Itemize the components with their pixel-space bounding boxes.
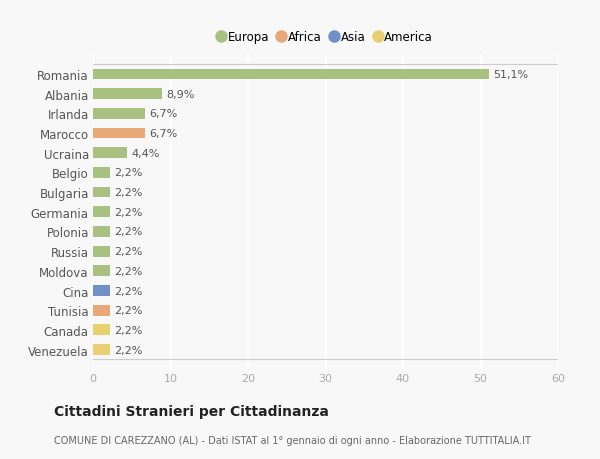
Text: 2,2%: 2,2% (114, 168, 142, 178)
Bar (93, 187, 110, 198)
Text: Cittadini Stranieri per Cittadinanza: Cittadini Stranieri per Cittadinanza (54, 404, 329, 419)
Text: 2,2%: 2,2% (114, 345, 142, 355)
Bar (93, 69, 489, 80)
Bar (93, 246, 110, 257)
Bar (93, 148, 127, 159)
Text: 2,2%: 2,2% (114, 227, 142, 237)
Text: 4,4%: 4,4% (131, 148, 160, 158)
Text: 2,2%: 2,2% (114, 266, 142, 276)
Bar (93, 109, 145, 119)
Text: 51,1%: 51,1% (493, 70, 528, 80)
Text: 2,2%: 2,2% (114, 188, 142, 198)
Bar (93, 227, 110, 237)
Bar (93, 89, 162, 100)
Bar (93, 129, 145, 139)
Bar (93, 168, 110, 179)
Bar (93, 305, 110, 316)
Text: 2,2%: 2,2% (114, 207, 142, 217)
Text: 6,7%: 6,7% (149, 109, 177, 119)
Bar (93, 344, 110, 355)
Text: COMUNE DI CAREZZANO (AL) - Dati ISTAT al 1° gennaio di ogni anno - Elaborazione : COMUNE DI CAREZZANO (AL) - Dati ISTAT al… (54, 435, 531, 445)
Text: 8,9%: 8,9% (166, 90, 194, 100)
Text: 2,2%: 2,2% (114, 306, 142, 315)
Bar (93, 285, 110, 296)
Bar (93, 266, 110, 277)
Bar (93, 207, 110, 218)
Legend: Europa, Africa, Asia, America: Europa, Africa, Asia, America (214, 26, 437, 49)
Text: 2,2%: 2,2% (114, 286, 142, 296)
Text: 2,2%: 2,2% (114, 325, 142, 335)
Text: 6,7%: 6,7% (149, 129, 177, 139)
Text: 2,2%: 2,2% (114, 246, 142, 257)
Bar (93, 325, 110, 336)
